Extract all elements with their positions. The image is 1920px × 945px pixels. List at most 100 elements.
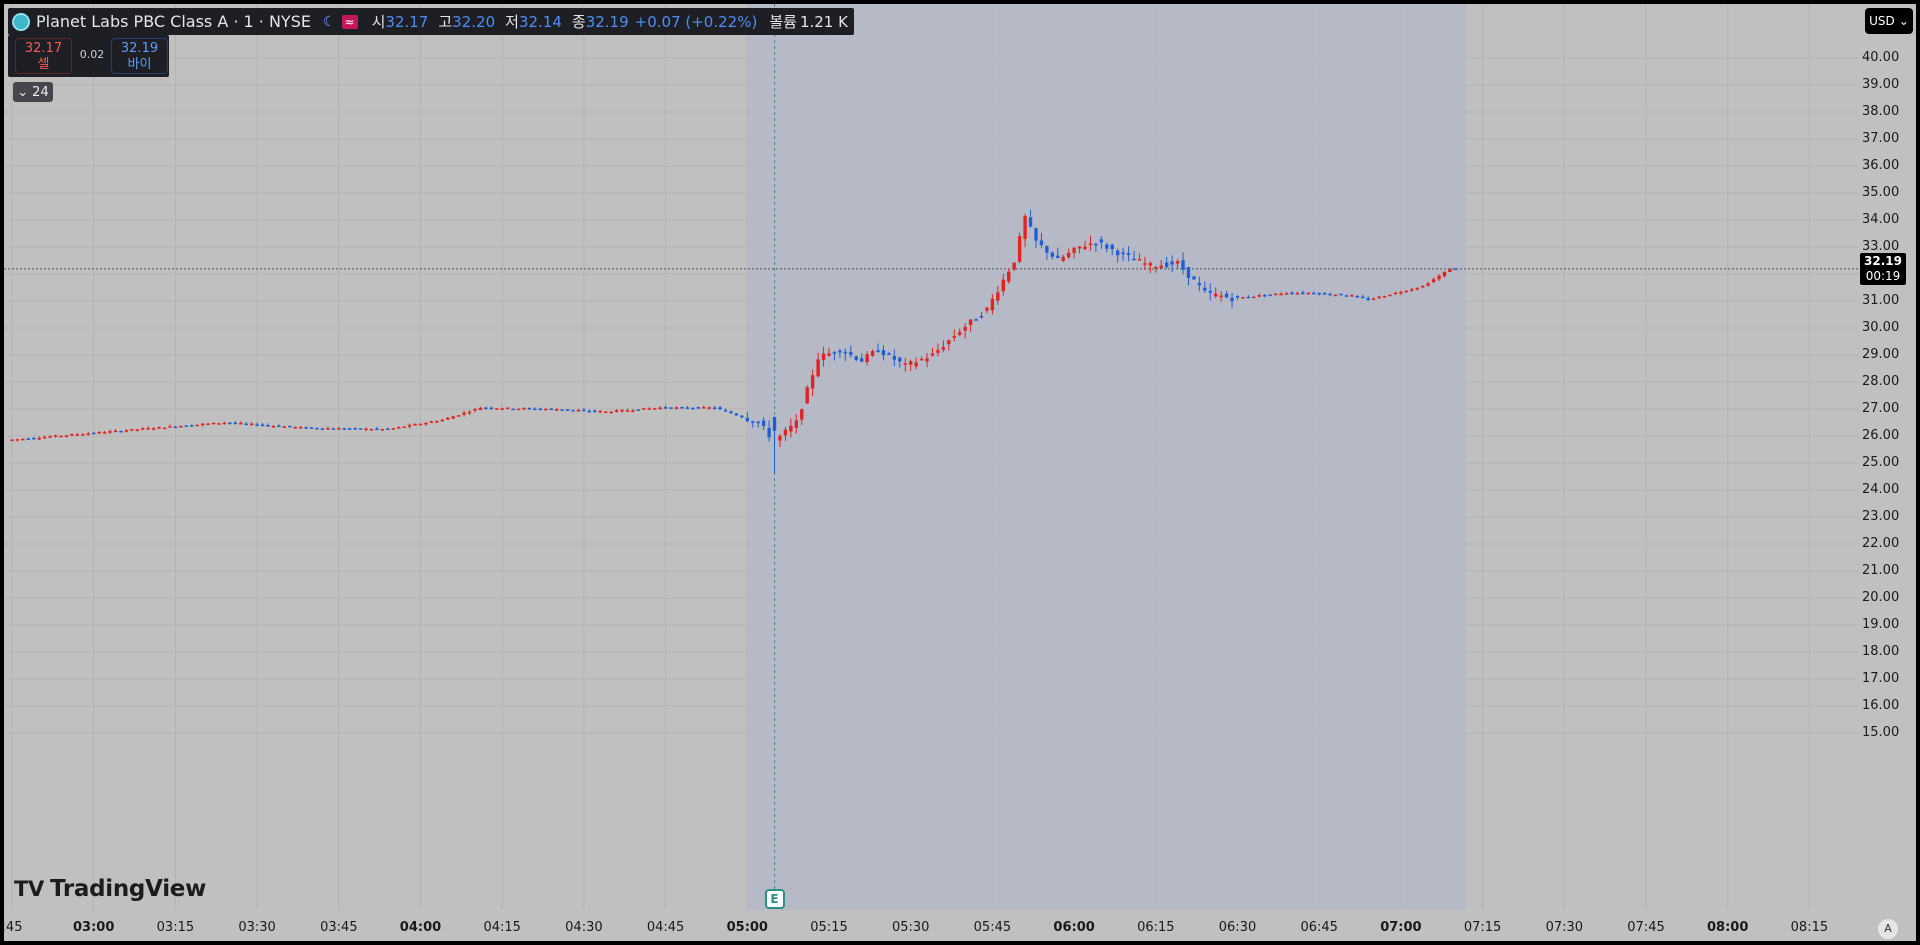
candle-body (135, 429, 139, 431)
candle-body (467, 411, 472, 414)
wave-icon[interactable]: ≈ (341, 14, 358, 29)
price-tick-label: 34.00 (1862, 212, 1900, 227)
candle-body (130, 429, 134, 431)
candle-body (740, 415, 744, 418)
candle-body (1241, 297, 1245, 299)
currency-selector[interactable]: USD ⌄ (1865, 8, 1913, 34)
candle-body (1050, 252, 1055, 257)
price-chart[interactable] (4, 4, 1858, 910)
candle-body (271, 425, 276, 428)
candle-body (805, 387, 809, 404)
candle-body (544, 408, 548, 411)
candle-body (778, 435, 782, 441)
tradingview-logo[interactable]: TV TradingView (14, 876, 206, 902)
time-tick-label: 04:15 (483, 920, 521, 935)
candle-body (309, 427, 314, 429)
time-tick-label: 04:30 (565, 920, 603, 935)
buy-label: 바이 (127, 57, 152, 72)
candle-body (342, 428, 346, 430)
candle-body (435, 421, 439, 423)
time-tick-label: 07:30 (1545, 920, 1584, 935)
candle-body (293, 426, 297, 429)
candle-body (81, 434, 85, 436)
candle-body (598, 411, 602, 413)
time-tick-label: 08:15 (1790, 920, 1829, 935)
indicators-toggle-button[interactable]: ⌄ 24 (13, 82, 53, 102)
candle-body (1410, 289, 1414, 291)
candle-body (554, 409, 559, 411)
candle-body (838, 350, 842, 353)
time-axis[interactable] (4, 910, 1916, 941)
candle-body (974, 319, 978, 321)
candle-body (1159, 265, 1163, 269)
candle-body (625, 410, 630, 412)
candle-body (658, 407, 662, 410)
candle-body (331, 428, 336, 430)
candle-body (1017, 236, 1022, 262)
candle-body (456, 415, 461, 417)
candle-body (1121, 252, 1125, 255)
indicators-count: 24 (32, 84, 49, 100)
candle-body (304, 427, 308, 429)
time-tick-label: 08:00 (1706, 920, 1749, 935)
sell-price: 32.17 (24, 41, 63, 56)
candle-body (756, 421, 760, 424)
buy-button[interactable]: 32.19 바이 (111, 38, 168, 74)
buy-price: 32.19 (120, 41, 159, 56)
candle-body (1246, 296, 1251, 299)
price-tick-label: 36.00 (1862, 158, 1900, 173)
candle-body (1115, 250, 1120, 256)
candle-body (1382, 296, 1387, 298)
candle-body (249, 423, 254, 426)
candle-body (816, 359, 820, 377)
candle-body (146, 427, 150, 430)
candle-body (843, 351, 848, 354)
candle-body (277, 425, 281, 428)
time-tick-label: 07:15 (1463, 920, 1502, 935)
chart-plot-area[interactable] (4, 4, 1858, 910)
time-tick-label: 06:15 (1137, 920, 1175, 935)
candle-body (734, 413, 739, 416)
candle-body (298, 426, 303, 429)
trade-panel: 32.17 셀 0.02 32.19 바이 (8, 35, 169, 77)
candle-body (800, 409, 804, 420)
price-tick-label: 27.00 (1862, 401, 1900, 416)
candle-body (1132, 258, 1136, 261)
price-axis[interactable] (1858, 4, 1916, 910)
candle-body (1235, 295, 1240, 298)
candle-body (1001, 279, 1005, 292)
candle-body (794, 420, 799, 428)
symbol-title[interactable]: Planet Labs PBC Class A · 1 · NYSE (36, 12, 311, 31)
earnings-marker[interactable]: E (764, 889, 785, 909)
price-tick-label: 20.00 (1862, 590, 1900, 605)
tradingview-mark-icon: TV (14, 877, 44, 901)
candle-body (179, 425, 183, 428)
candle-body (1437, 275, 1441, 280)
price-tick-label: 35.00 (1862, 185, 1900, 200)
candle-body (576, 410, 581, 412)
candle-body (1110, 244, 1114, 250)
candle-body (190, 425, 194, 427)
time-tick-label: 06:30 (1218, 920, 1257, 935)
candle-body (217, 423, 221, 425)
candle-body (996, 292, 1000, 301)
sell-button[interactable]: 32.17 셀 (15, 38, 72, 74)
candle-body (522, 408, 526, 410)
candle-body (1045, 246, 1049, 253)
candle-body (364, 428, 368, 431)
candle-body (1295, 293, 1300, 295)
candle-body (1099, 239, 1104, 243)
candle-body (102, 432, 107, 434)
candle-body (1257, 295, 1261, 297)
candle-body (315, 428, 319, 430)
price-tick-label: 38.00 (1862, 104, 1900, 119)
symbol-legend[interactable]: Planet Labs PBC Class A · 1 · NYSE ☾ ≈ 시… (8, 8, 854, 35)
candle-body (914, 362, 918, 367)
candle-body (244, 423, 248, 426)
candle-body (1224, 293, 1229, 298)
candle-body (849, 351, 853, 355)
price-tick-label: 40.00 (1862, 50, 1900, 65)
candle-body (909, 361, 913, 365)
auto-scale-button[interactable]: A (1878, 919, 1898, 939)
time-tick-label: 03:30 (238, 920, 276, 935)
